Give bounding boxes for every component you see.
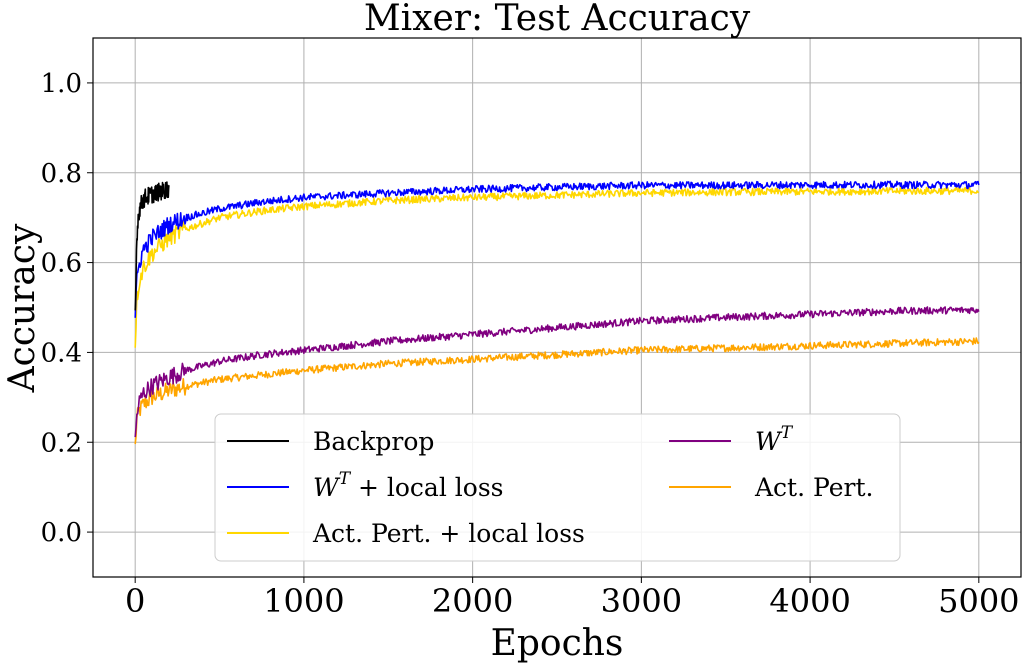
legend-label: Act. Pert.: [754, 473, 873, 502]
y-tick-label: 0.8: [41, 159, 82, 189]
y-tick-label: 0.2: [41, 428, 82, 458]
ticks: 0 1000 2000 3000 4000 5000 0.0 0.2 0.4 0.6 0.8 1.0: [41, 69, 1020, 620]
series-line-backprop: [134, 181, 170, 311]
legend-label: Act. Pert. + local loss: [312, 519, 585, 548]
legend-label: WT + local loss: [313, 469, 504, 502]
series-lines: [134, 180, 980, 445]
series-line-act-pert-: [134, 337, 980, 445]
y-tick-label: 1.0: [41, 69, 82, 99]
legend-label: WT: [755, 423, 794, 456]
legend: Backprop WT + local loss Act. Pert. + loca…: [214, 413, 901, 562]
x-tick-label: 5000: [938, 582, 1019, 620]
x-tick-label: 3000: [601, 582, 682, 620]
series-line-act-pert-local-loss: [134, 186, 979, 348]
y-tick-label: 0.4: [41, 338, 82, 368]
plot-area-frame: [92, 37, 1022, 578]
x-tick-label: 4000: [769, 582, 850, 620]
y-tick-label: 0.6: [41, 249, 82, 279]
y-tick-label: 0.0: [41, 518, 82, 548]
legend-left-column: Backprop WT + local loss Act. Pert. + loca…: [227, 427, 585, 548]
chart-title: Mixer: Test Accuracy: [364, 0, 751, 39]
x-tick-label: 1000: [263, 582, 344, 620]
legend-right-column: WT Act. Pert.: [669, 423, 873, 502]
y-axis-label: Accuracy: [2, 223, 43, 393]
series-line-w-t-local-loss: [134, 180, 980, 318]
legend-label: Backprop: [313, 427, 434, 456]
x-axis-label: Epochs: [491, 623, 624, 663]
x-tick-label: 0: [125, 582, 145, 620]
x-tick-label: 2000: [432, 582, 513, 620]
series-line-w-t: [134, 306, 980, 438]
legend-frame: [214, 413, 901, 562]
